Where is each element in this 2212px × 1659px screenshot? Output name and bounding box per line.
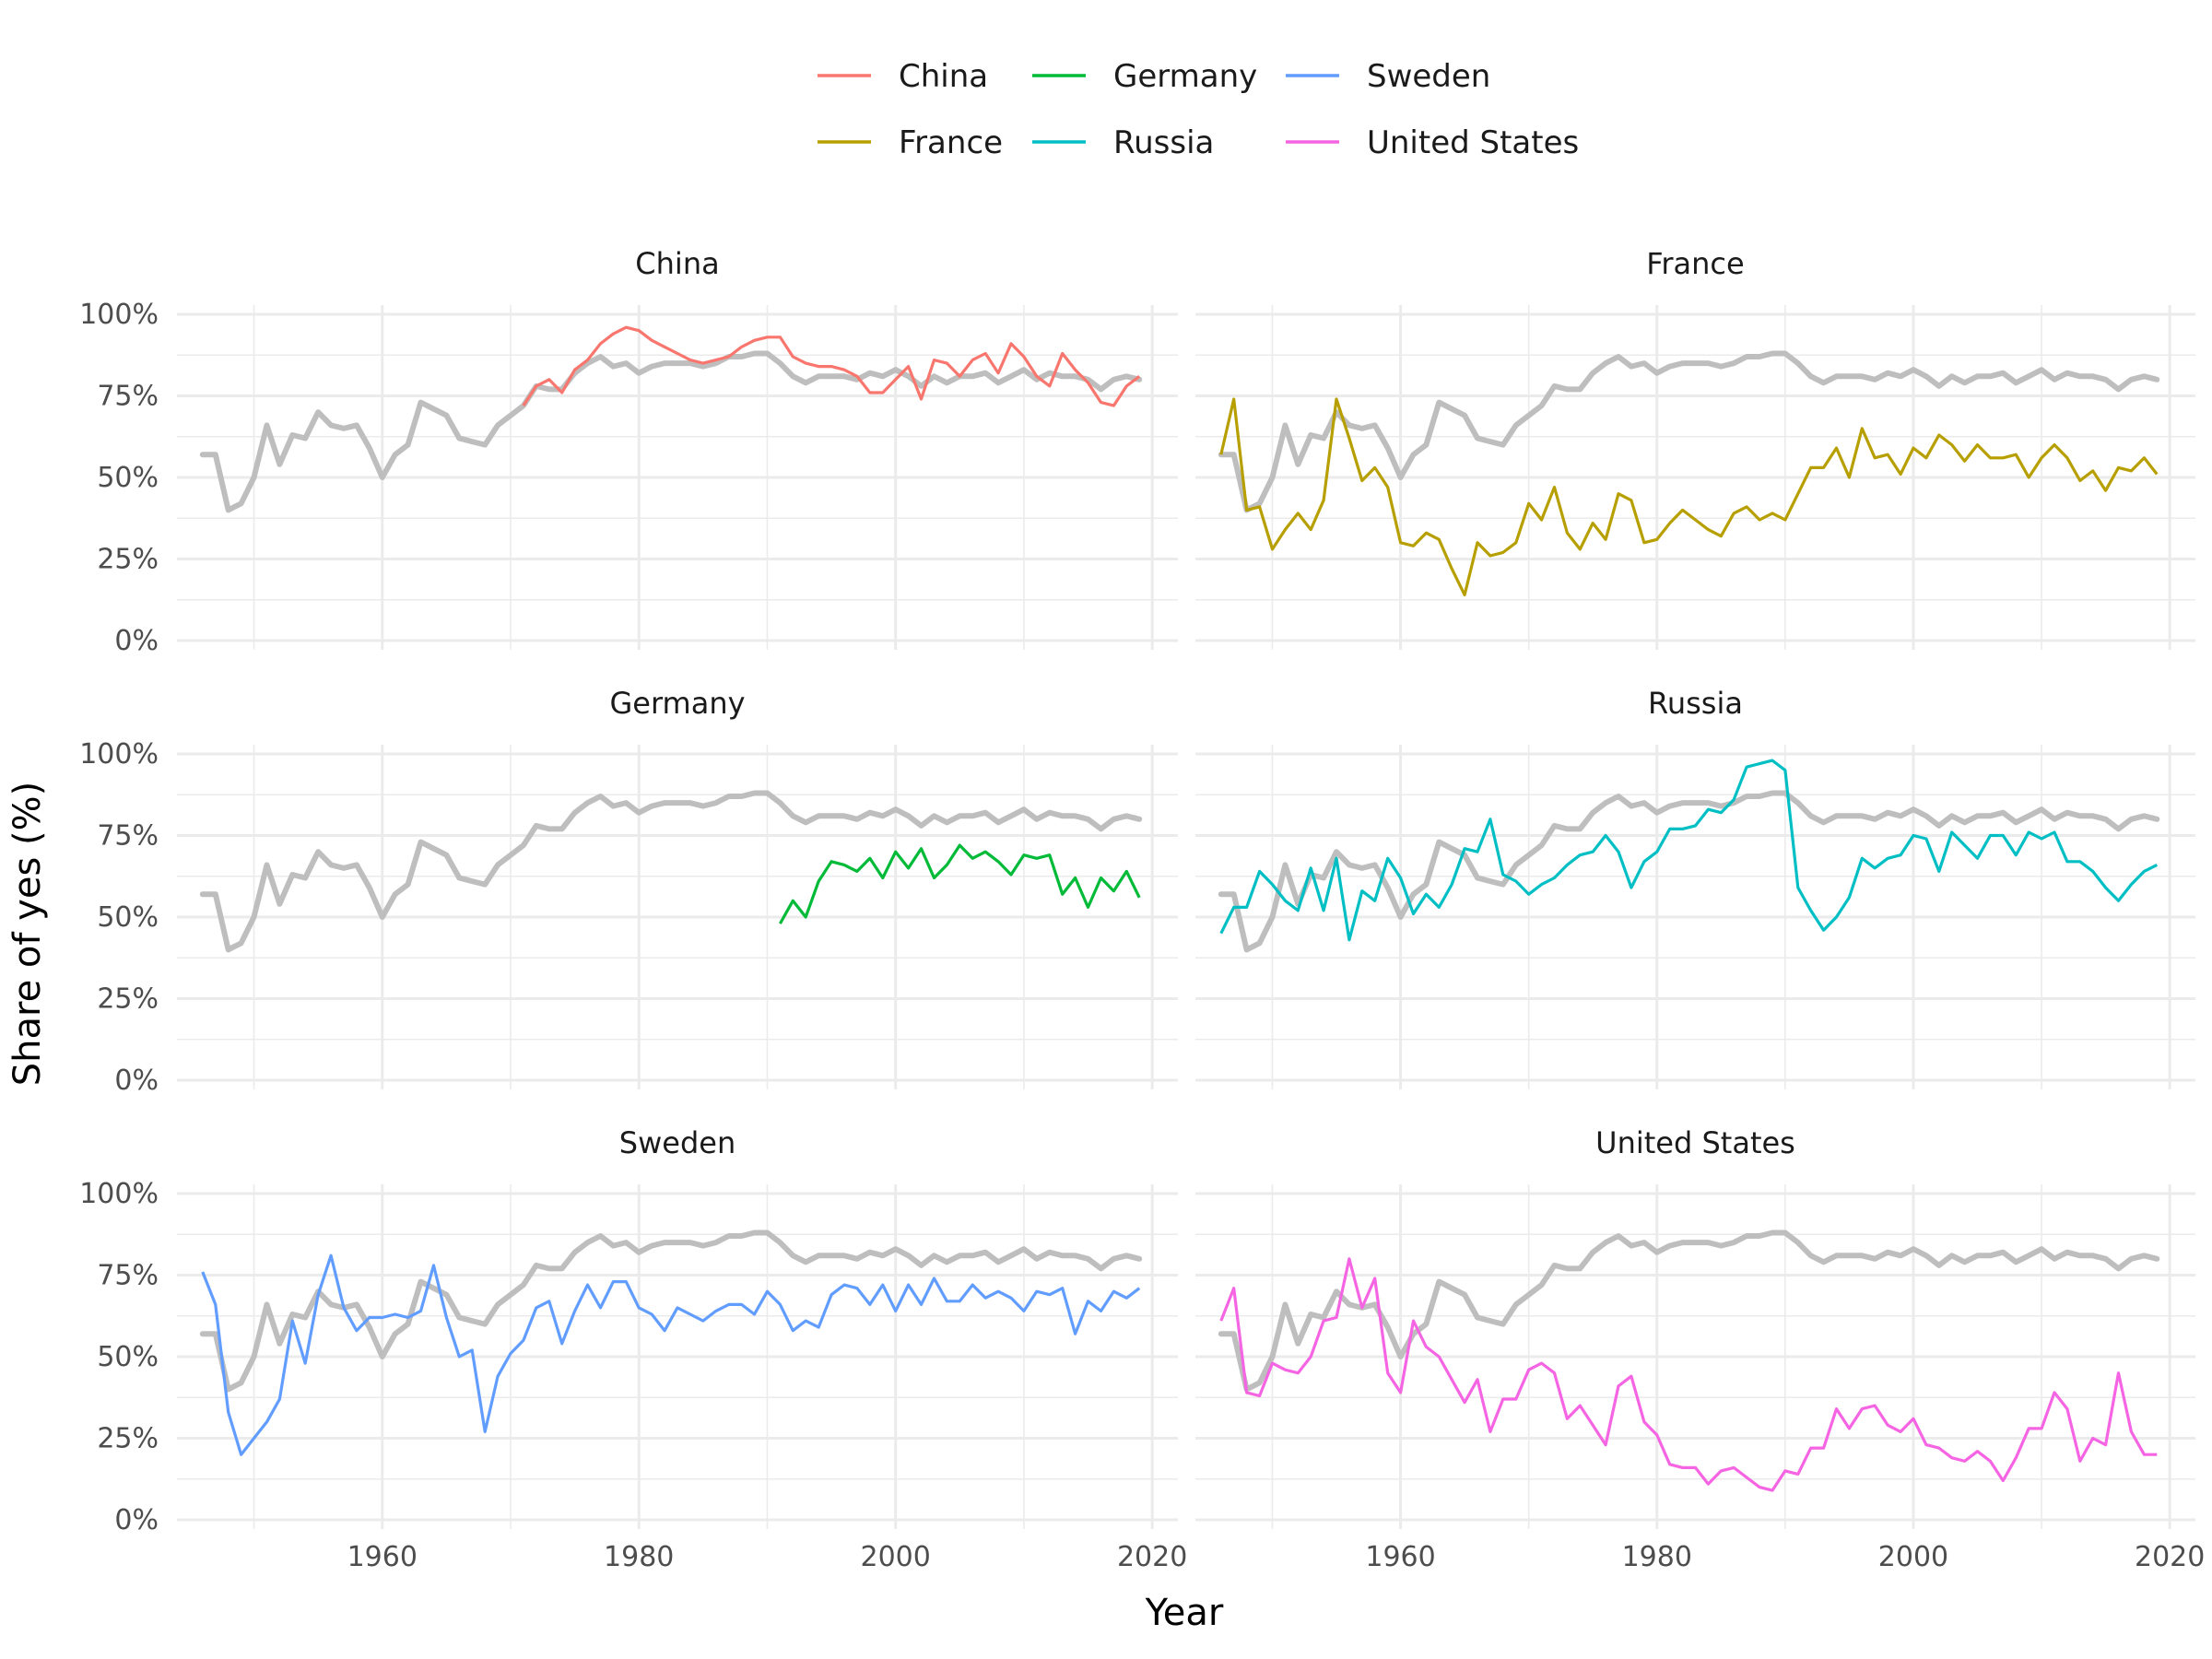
panel-sweden: Sweden 0% 25% 50% 75% 100% 1960 1980 2000 2020 — [79, 1125, 1187, 1573]
legend-label-russia: Russia — [1113, 124, 1214, 161]
overall-average-line — [199, 790, 1143, 953]
panel-title-united-states: United States — [1595, 1125, 1795, 1160]
series-line-russia — [1219, 759, 2159, 942]
legend-item-united-states: United States — [1286, 124, 1579, 161]
legend-item-russia: Russia — [1032, 124, 1214, 161]
x-tick-label: 1980 — [604, 1541, 674, 1573]
y-tick-label: 100% — [79, 1178, 159, 1210]
overall-average-line — [1218, 350, 2160, 513]
overall-average-line — [1218, 1230, 2160, 1393]
panel-united-states: United States 1960 1980 2000 2020 — [1195, 1125, 2205, 1573]
legend-label-sweden: Sweden — [1367, 58, 1490, 95]
legend-item-china: China — [818, 58, 988, 95]
series-line-france — [1219, 397, 2159, 597]
legend: China France Germany Russia Sweden United Sta… — [818, 58, 1579, 161]
panel-france: France — [1195, 246, 2195, 650]
x-tick-label: 1960 — [347, 1541, 418, 1573]
panel-title-germany: Germany — [609, 686, 745, 721]
y-tick-label: 0% — [114, 1504, 159, 1536]
legend-item-sweden: Sweden — [1286, 58, 1490, 95]
panel-germany: Germany 0% 25% 50% 75% 100% — [79, 686, 1178, 1097]
panel-title-sweden: Sweden — [619, 1125, 735, 1160]
overall-average-line — [1218, 790, 2160, 953]
panel-title-china: China — [635, 246, 719, 281]
legend-label-united-states: United States — [1367, 124, 1579, 161]
facet-panels: China 0% 25% 50% 75% 100% France Germany 0% 25% 50… — [79, 246, 2205, 1573]
y-tick-label: 50% — [97, 901, 159, 934]
overall-average-line — [199, 1230, 1143, 1393]
y-tick-label: 100% — [79, 299, 159, 331]
legend-label-france: France — [899, 124, 1003, 161]
legend-label-germany: Germany — [1113, 58, 1257, 95]
x-axis-title: Year — [1145, 1592, 1224, 1634]
y-tick-label: 25% — [97, 983, 159, 1016]
series-line-china — [522, 325, 1141, 407]
y-tick-label: 25% — [97, 1423, 159, 1455]
x-tick-label: 2000 — [861, 1541, 931, 1573]
series-line-united-states — [1219, 1257, 2158, 1492]
y-tick-label: 50% — [97, 1341, 159, 1373]
y-tick-label: 75% — [97, 381, 159, 413]
y-tick-label: 75% — [97, 1260, 159, 1292]
y-axis-title: Share of yes (%) — [6, 782, 49, 1086]
y-tick-label: 0% — [114, 625, 159, 657]
panel-title-france: France — [1646, 246, 1744, 281]
x-tick-label: 1960 — [1365, 1541, 1435, 1573]
x-tick-label: 2000 — [1878, 1541, 1948, 1573]
panel-russia: Russia — [1195, 686, 2195, 1089]
y-tick-label: 25% — [97, 544, 159, 576]
panel-title-russia: Russia — [1648, 686, 1743, 721]
x-tick-label: 2020 — [1117, 1541, 1187, 1573]
series-line-sweden — [201, 1253, 1141, 1456]
y-tick-label: 75% — [97, 820, 159, 853]
legend-label-china: China — [899, 58, 988, 95]
x-tick-label: 1980 — [1622, 1541, 1692, 1573]
legend-item-france: France — [818, 124, 1003, 161]
x-tick-label: 2020 — [2135, 1541, 2205, 1573]
y-tick-label: 100% — [79, 738, 159, 771]
series-line-germany — [779, 843, 1141, 924]
y-tick-label: 0% — [114, 1065, 159, 1097]
y-tick-label: 50% — [97, 462, 159, 494]
panel-china: China 0% 25% 50% 75% 100% — [79, 246, 1178, 657]
legend-item-germany: Germany — [1032, 58, 1257, 95]
overall-average-line — [199, 350, 1143, 513]
